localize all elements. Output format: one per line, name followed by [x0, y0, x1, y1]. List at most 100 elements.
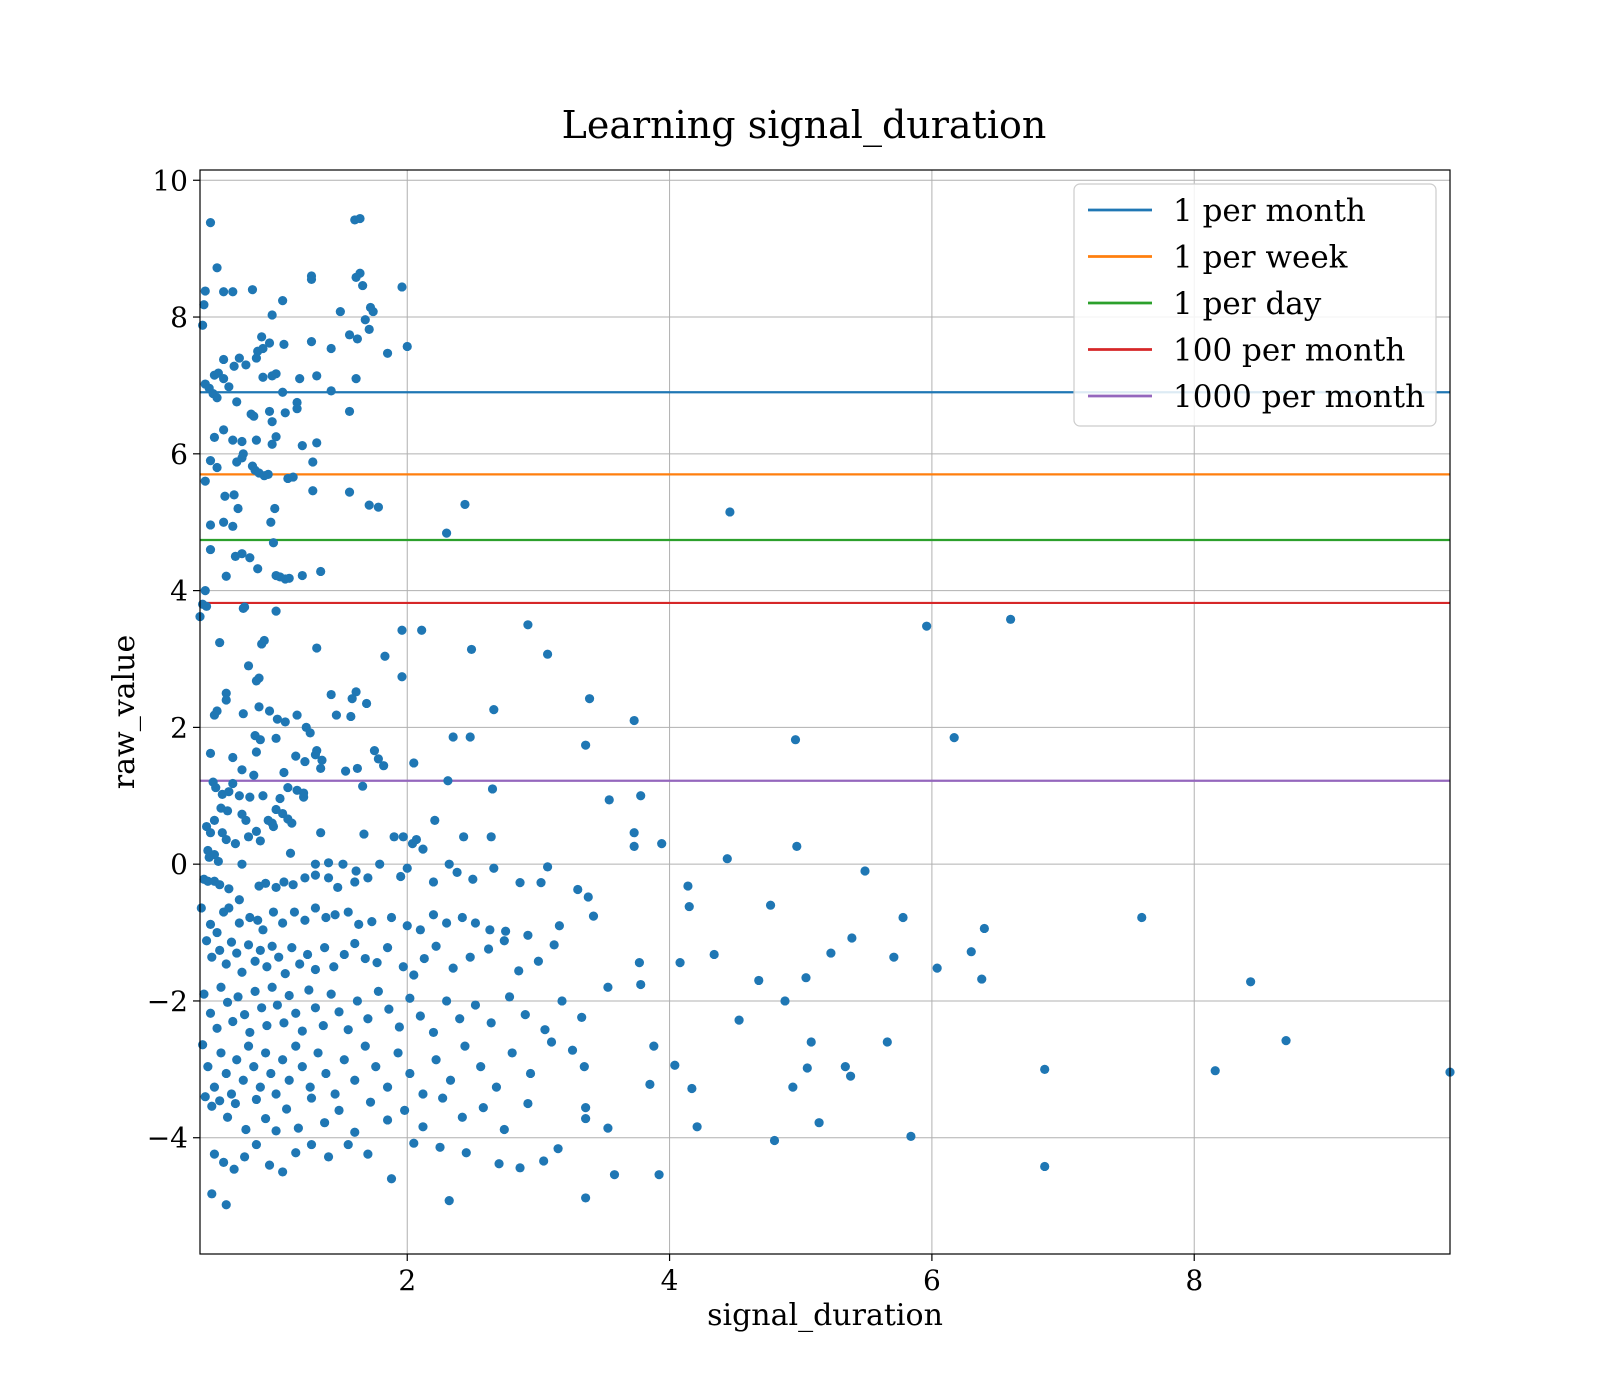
data-point: [232, 948, 242, 958]
data-point: [687, 1083, 697, 1094]
data-point: [734, 1015, 744, 1025]
data-point: [354, 919, 364, 929]
y-tick-label: −2: [147, 985, 188, 1018]
data-point: [321, 1068, 331, 1079]
data-point: [409, 758, 419, 768]
data-point: [207, 1189, 217, 1199]
data-point: [323, 858, 334, 868]
data-point: [360, 953, 370, 964]
data-point: [478, 1103, 488, 1113]
data-point: [304, 985, 314, 995]
data-point: [221, 571, 231, 581]
data-point: [806, 1037, 816, 1047]
data-point: [295, 959, 305, 969]
data-point: [364, 500, 374, 510]
data-point: [316, 763, 326, 774]
data-point: [243, 940, 254, 950]
data-point: [363, 1014, 373, 1024]
data-point: [438, 1093, 448, 1103]
data-point: [330, 910, 340, 920]
data-point: [396, 871, 406, 882]
data-point: [300, 756, 310, 767]
data-point: [402, 863, 412, 873]
data-point: [649, 1041, 659, 1051]
data-point: [326, 689, 336, 700]
data-point: [245, 792, 255, 802]
data-point: [279, 767, 289, 778]
legend-label: 1 per month: [1173, 193, 1366, 229]
data-point: [224, 884, 234, 894]
data-point: [397, 672, 407, 682]
data-point: [229, 361, 239, 371]
data-point: [542, 862, 553, 872]
data-point: [339, 1055, 349, 1065]
data-point: [297, 1026, 307, 1036]
data-point: [205, 748, 216, 758]
y-tick-label: 0: [170, 848, 188, 881]
data-point: [207, 1101, 217, 1111]
data-point: [441, 528, 452, 538]
data-point: [215, 637, 225, 648]
x-tick-label: 4: [661, 1264, 679, 1297]
data-point: [238, 709, 248, 719]
data-point: [418, 1089, 428, 1099]
data-point: [373, 754, 383, 764]
data-point: [209, 1149, 220, 1159]
data-point: [487, 784, 498, 794]
data-point: [409, 970, 419, 980]
data-point: [271, 432, 281, 442]
data-point: [196, 903, 206, 913]
data-point: [251, 826, 262, 836]
data-point: [448, 732, 458, 742]
data-point: [258, 791, 268, 801]
data-point: [847, 933, 857, 943]
data-point: [291, 1041, 301, 1051]
x-axis-label: signal_duration: [707, 1298, 943, 1333]
data-point: [459, 832, 469, 842]
data-point: [310, 870, 321, 880]
data-point: [367, 917, 377, 927]
data-point: [397, 282, 407, 292]
data-point: [415, 1011, 425, 1021]
data-point: [201, 936, 212, 946]
data-point: [251, 747, 262, 757]
data-point: [1040, 1064, 1050, 1074]
data-point: [398, 962, 408, 972]
data-point: [465, 952, 475, 962]
data-point: [226, 1089, 237, 1099]
data-point: [394, 1022, 404, 1032]
data-point: [205, 520, 216, 530]
data-point: [280, 717, 290, 727]
data-point: [291, 1148, 301, 1158]
data-point: [320, 943, 330, 953]
data-point: [350, 938, 360, 949]
data-point: [249, 1062, 259, 1072]
data-point: [814, 1118, 824, 1128]
data-point: [200, 1092, 210, 1102]
data-point: [365, 1097, 376, 1107]
data-point: [1246, 977, 1256, 987]
axis-ticks: 2 4 6 8 −4 −2 0 2 4 6 8 10: [147, 164, 1203, 1297]
data-point: [397, 625, 407, 635]
data-point: [363, 1149, 373, 1159]
data-point: [306, 274, 317, 285]
data-point: [306, 1139, 317, 1150]
data-point: [369, 746, 380, 756]
data-point: [352, 996, 362, 1006]
data-point: [241, 360, 251, 370]
data-point: [263, 469, 273, 479]
data-point: [515, 1163, 525, 1173]
data-point: [363, 873, 373, 883]
data-point: [295, 373, 305, 384]
data-point: [203, 845, 213, 856]
data-point: [291, 751, 301, 761]
data-point: [692, 1122, 702, 1132]
data-point: [249, 770, 259, 780]
data-point: [279, 877, 289, 887]
data-point: [604, 795, 614, 805]
data-point: [250, 986, 260, 996]
data-point: [346, 711, 356, 722]
data-point: [350, 1075, 360, 1085]
data-point: [243, 832, 254, 842]
data-point: [476, 1062, 486, 1072]
